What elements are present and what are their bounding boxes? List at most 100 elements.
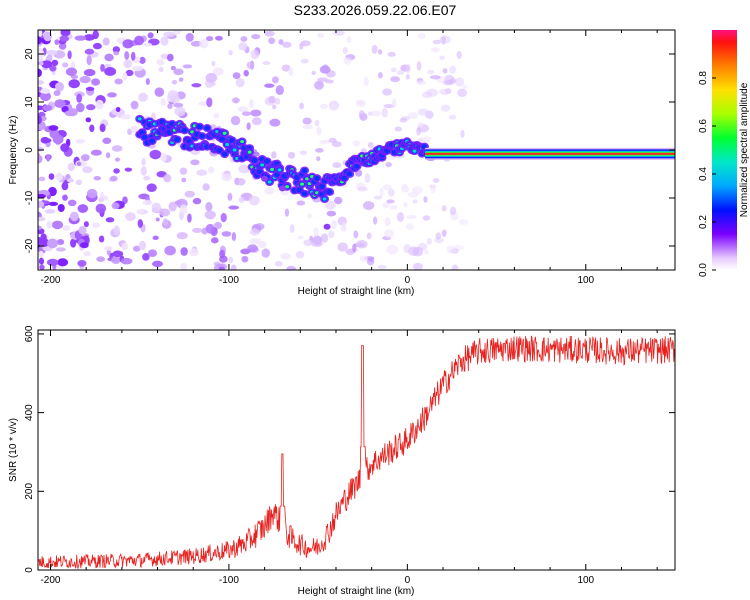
noise-blob (68, 79, 80, 89)
noise-blob (416, 80, 426, 86)
noise-blob (114, 78, 123, 85)
noise-blob (401, 185, 410, 193)
noise-blob (384, 229, 394, 238)
noise-blob (93, 175, 101, 181)
noise-blob (130, 125, 139, 133)
noise-blob (115, 106, 121, 113)
noise-blob (430, 47, 440, 53)
noise-blob (439, 88, 451, 95)
noise-blob (146, 183, 157, 192)
noise-blob (360, 148, 367, 153)
noise-blob (164, 245, 176, 256)
noise-blob (69, 211, 79, 222)
noise-blob (48, 201, 59, 207)
noise-blob (387, 188, 395, 197)
noise-blob (38, 200, 45, 208)
noise-blob (314, 120, 320, 127)
noise-blob (332, 162, 342, 169)
ridge-blob-core (141, 134, 148, 141)
noise-blob (220, 212, 227, 223)
noise-blob (319, 139, 330, 144)
noise-blob (113, 225, 120, 236)
noise-blob (268, 95, 276, 104)
noise-blob (54, 82, 62, 90)
figure-title: S233.2026.059.22.06.E07 (293, 2, 457, 18)
noise-blob (214, 35, 223, 41)
noise-blob (130, 100, 139, 110)
noise-blob (235, 77, 245, 88)
noise-blob (62, 62, 69, 68)
noise-blob (192, 197, 202, 205)
noise-blob (295, 250, 305, 259)
noise-blob (246, 122, 251, 131)
noise-blob (302, 124, 314, 130)
noise-blob (219, 255, 228, 263)
noise-blob (458, 219, 469, 225)
noise-blob (56, 238, 65, 246)
noise-blob (240, 36, 248, 42)
noise-blob (38, 236, 44, 246)
noise-blob (151, 202, 162, 213)
noise-blob (92, 222, 101, 228)
stray-blob (261, 175, 269, 182)
spectrogram-blobs (38, 30, 675, 270)
x-tick-label: 100 (577, 575, 594, 586)
noise-blob (394, 126, 402, 132)
noise-blob (109, 175, 118, 182)
noise-blob (324, 79, 335, 84)
noise-blob (206, 97, 213, 108)
noise-blob (440, 104, 451, 112)
colorbar: 0.0 0.2 0.4 0.6 0.8 Normalized spectral ampl… (698, 30, 750, 277)
ridge-blob-peak (225, 142, 230, 147)
noise-blob (53, 90, 61, 97)
noise-blob (179, 204, 188, 215)
x-tick-label: -100 (219, 275, 239, 286)
noise-blob (86, 188, 98, 199)
ridge-blob-peak (300, 182, 305, 186)
noise-blob (124, 51, 130, 60)
noise-blob (102, 37, 110, 46)
noise-blob (262, 61, 271, 66)
noise-blob (228, 49, 233, 56)
noise-blob (112, 250, 124, 258)
noise-blob (90, 149, 102, 156)
noise-blob (113, 168, 120, 174)
noise-blob (252, 151, 260, 157)
noise-blob (416, 127, 421, 136)
noise-blob (162, 218, 169, 226)
noise-blob (353, 230, 359, 239)
noise-blob (249, 98, 254, 109)
noise-blob (189, 248, 199, 257)
ridge-blob-core (326, 189, 333, 195)
noise-blob (82, 166, 93, 174)
noise-blob (98, 235, 105, 243)
noise-blob (264, 83, 275, 88)
noise-blob (100, 64, 105, 72)
noise-blob (92, 42, 102, 50)
noise-blob (46, 258, 59, 267)
noise-blob (111, 256, 121, 265)
noise-blob (38, 30, 43, 38)
noise-blob (171, 79, 178, 85)
noise-blob (173, 30, 182, 35)
noise-blob (205, 223, 215, 234)
noise-blob (297, 235, 304, 240)
noise-blob (170, 65, 176, 71)
noise-blob (122, 39, 134, 49)
noise-blob (152, 235, 159, 241)
noise-blob (231, 231, 237, 242)
noise-blob (231, 97, 241, 104)
noise-blob (76, 102, 85, 113)
noise-blob (85, 86, 95, 91)
colorbar-ticks: 0.0 0.2 0.4 0.6 0.8 (698, 71, 716, 277)
noise-blob (417, 32, 426, 39)
noise-blob (449, 206, 457, 216)
noise-blob (38, 225, 42, 231)
noise-blob (176, 232, 188, 240)
noise-blob (387, 51, 396, 57)
noise-blob (352, 140, 360, 147)
noise-blob (105, 152, 111, 159)
noise-blob (296, 200, 306, 206)
noise-blob (48, 125, 59, 131)
noise-blob (86, 104, 96, 111)
